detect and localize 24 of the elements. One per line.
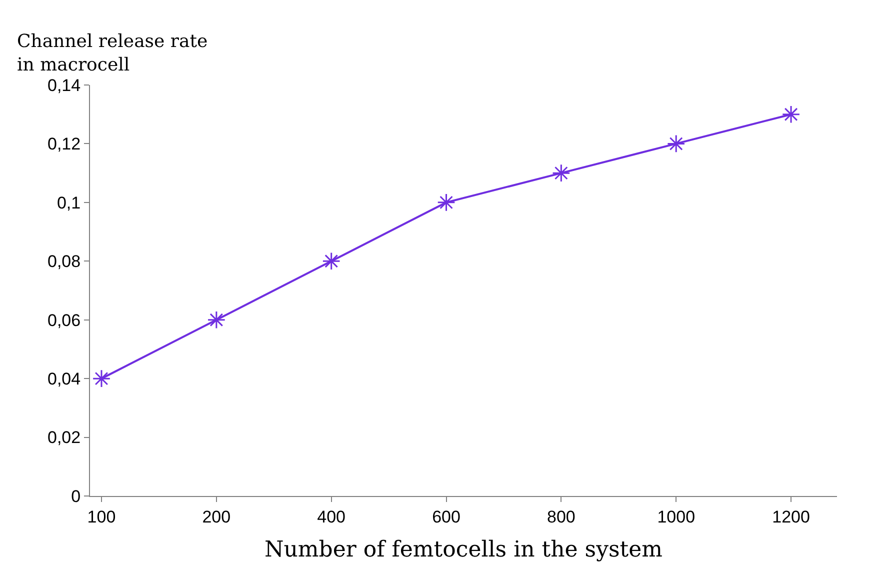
y-tick-label: 0,06	[48, 310, 81, 330]
point	[207, 310, 226, 330]
y-tick-label: 0,02	[48, 428, 81, 448]
y-tick-label: 0,04	[48, 370, 81, 389]
y-tick-label: 0,1	[56, 193, 81, 212]
x-tick-label: 100	[87, 507, 116, 526]
y-tick-label: 0	[71, 486, 81, 506]
x-tick-label: 1200	[772, 507, 810, 526]
point	[92, 369, 111, 388]
x-tick-label: 800	[546, 507, 576, 526]
point	[437, 193, 456, 212]
x-tick-label: 400	[317, 507, 346, 526]
x-tick-label: 600	[432, 507, 460, 526]
x-tick-label: 1000	[657, 507, 696, 526]
point	[322, 252, 340, 270]
x-tick-label: 200	[202, 507, 231, 526]
x-axis-title: Number of femtocells in the system	[264, 537, 663, 562]
point	[782, 105, 800, 124]
point	[552, 164, 570, 182]
y-tick-label: 0,14	[48, 76, 81, 95]
y-tick-label: 0,08	[48, 252, 81, 272]
y-axis-title: Channel release rate in macrocell	[17, 31, 208, 76]
point	[666, 134, 686, 153]
y-tick-label: 0,12	[48, 134, 81, 154]
